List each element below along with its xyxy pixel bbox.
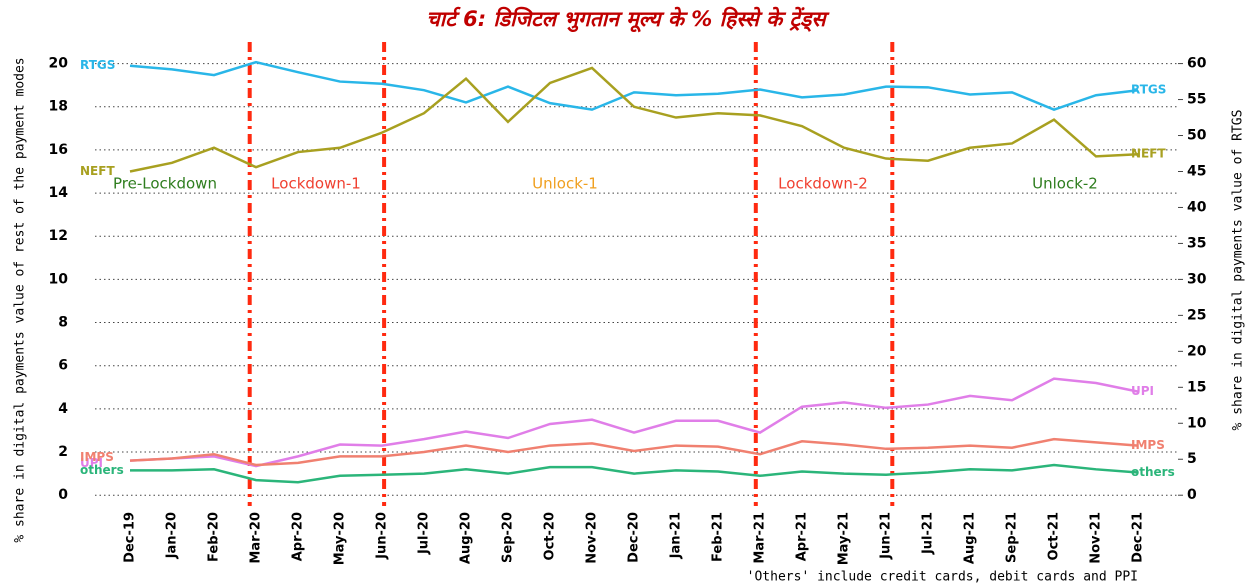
series-end-label: UPI	[1131, 384, 1154, 398]
y-tick-label: 16	[49, 142, 68, 158]
x-tick-label: Jul-20	[417, 512, 432, 555]
x-tick-label: Feb-20	[207, 512, 222, 562]
x-tick-label: Dec-19	[123, 512, 138, 563]
x-tick-label: Mar-21	[753, 512, 768, 564]
x-tick-label: Nov-21	[1089, 512, 1104, 564]
y-tick-label: 18	[49, 99, 68, 115]
y2-tick-label: 40	[1187, 199, 1207, 215]
series-line	[129, 60, 1139, 111]
y2-tick-label: 45	[1187, 163, 1206, 179]
x-tick-label: Apr-21	[795, 512, 810, 561]
y-tick-label: 12	[49, 228, 68, 244]
y2-tick-label: 10	[1187, 415, 1207, 431]
y2-tick-label: 30	[1187, 271, 1207, 287]
phase-label: Unlock-1	[532, 175, 598, 193]
y-tick-label: 4	[58, 401, 68, 417]
y-tick-label: 2	[58, 444, 68, 460]
x-tick-label: Oct-20	[543, 512, 558, 560]
y2-axis-label: % share in digital payments value of RTG…	[1231, 110, 1246, 431]
y2-tick-label: 15	[1187, 379, 1206, 395]
series-start-label: RTGS	[80, 58, 115, 72]
x-tick-label: Aug-21	[963, 512, 978, 564]
y2-tick-label: 0	[1187, 487, 1197, 503]
series-line	[129, 377, 1139, 468]
series-start-label: IMPS	[80, 450, 114, 464]
phase-label: Lockdown-1	[271, 175, 361, 193]
y-tick-label: 8	[58, 315, 68, 331]
y2-tick-label: 50	[1187, 128, 1207, 144]
x-tick-label: Dec-21	[1131, 512, 1146, 563]
x-tick-label: Jun-21	[879, 512, 894, 560]
phase-label: Lockdown-2	[778, 175, 868, 193]
x-tick-label: Mar-20	[249, 512, 264, 564]
series-line	[129, 437, 1139, 467]
y2-tick-label: 25	[1187, 307, 1206, 323]
x-tick-label: Nov-20	[585, 512, 600, 564]
x-tick-label: Jan-20	[165, 512, 180, 559]
x-tick-label: Jan-21	[669, 512, 684, 559]
x-tick-label: Oct-21	[1047, 512, 1062, 560]
y-tick-label: 0	[58, 487, 68, 503]
y2-tick-label: 20	[1187, 343, 1207, 359]
series-end-label: IMPS	[1131, 438, 1165, 452]
y-tick-label: 14	[49, 185, 69, 201]
series-line	[129, 66, 1139, 173]
y-tick-label: 10	[49, 271, 69, 287]
x-tick-label: Sep-20	[501, 512, 516, 563]
series-end-label: others	[1131, 465, 1175, 479]
y2-tick-label: 35	[1187, 235, 1206, 251]
y2-tick-label: 55	[1187, 92, 1206, 108]
phase-label: Unlock-2	[1032, 175, 1098, 193]
x-tick-label: Feb-21	[711, 512, 726, 562]
series-start-label: NEFT	[80, 164, 115, 178]
chart-title: चार्ट 6: डिजिटल भुगतान मूल्य के % हिस्से…	[426, 6, 830, 33]
y2-tick-label: 5	[1187, 451, 1197, 467]
footnote: 'Others' include credit cards, debit car…	[747, 570, 1138, 585]
x-tick-label: Sep-21	[1005, 512, 1020, 563]
series-line	[130, 463, 1139, 484]
x-tick-label: Dec-20	[627, 512, 642, 563]
series-start-label: others	[80, 463, 124, 477]
x-tick-label: May-20	[333, 512, 348, 565]
series-end-label: NEFT	[1131, 147, 1166, 161]
x-tick-label: Apr-20	[291, 512, 306, 561]
series-end-label: RTGS	[1131, 83, 1166, 97]
y-tick-label: 6	[58, 358, 68, 374]
x-tick-label: Jun-20	[375, 512, 390, 560]
phase-label: Pre-Lockdown	[113, 175, 217, 193]
x-tick-label: May-21	[837, 512, 852, 565]
series-start-label: UPI	[80, 456, 103, 470]
y2-tick-label: 60	[1187, 56, 1207, 72]
x-tick-label: Aug-20	[459, 512, 474, 564]
y-tick-label: 20	[49, 56, 69, 72]
x-tick-label: Jul-21	[921, 512, 936, 555]
y-axis-label: % share in digital payments value of res…	[13, 57, 28, 542]
